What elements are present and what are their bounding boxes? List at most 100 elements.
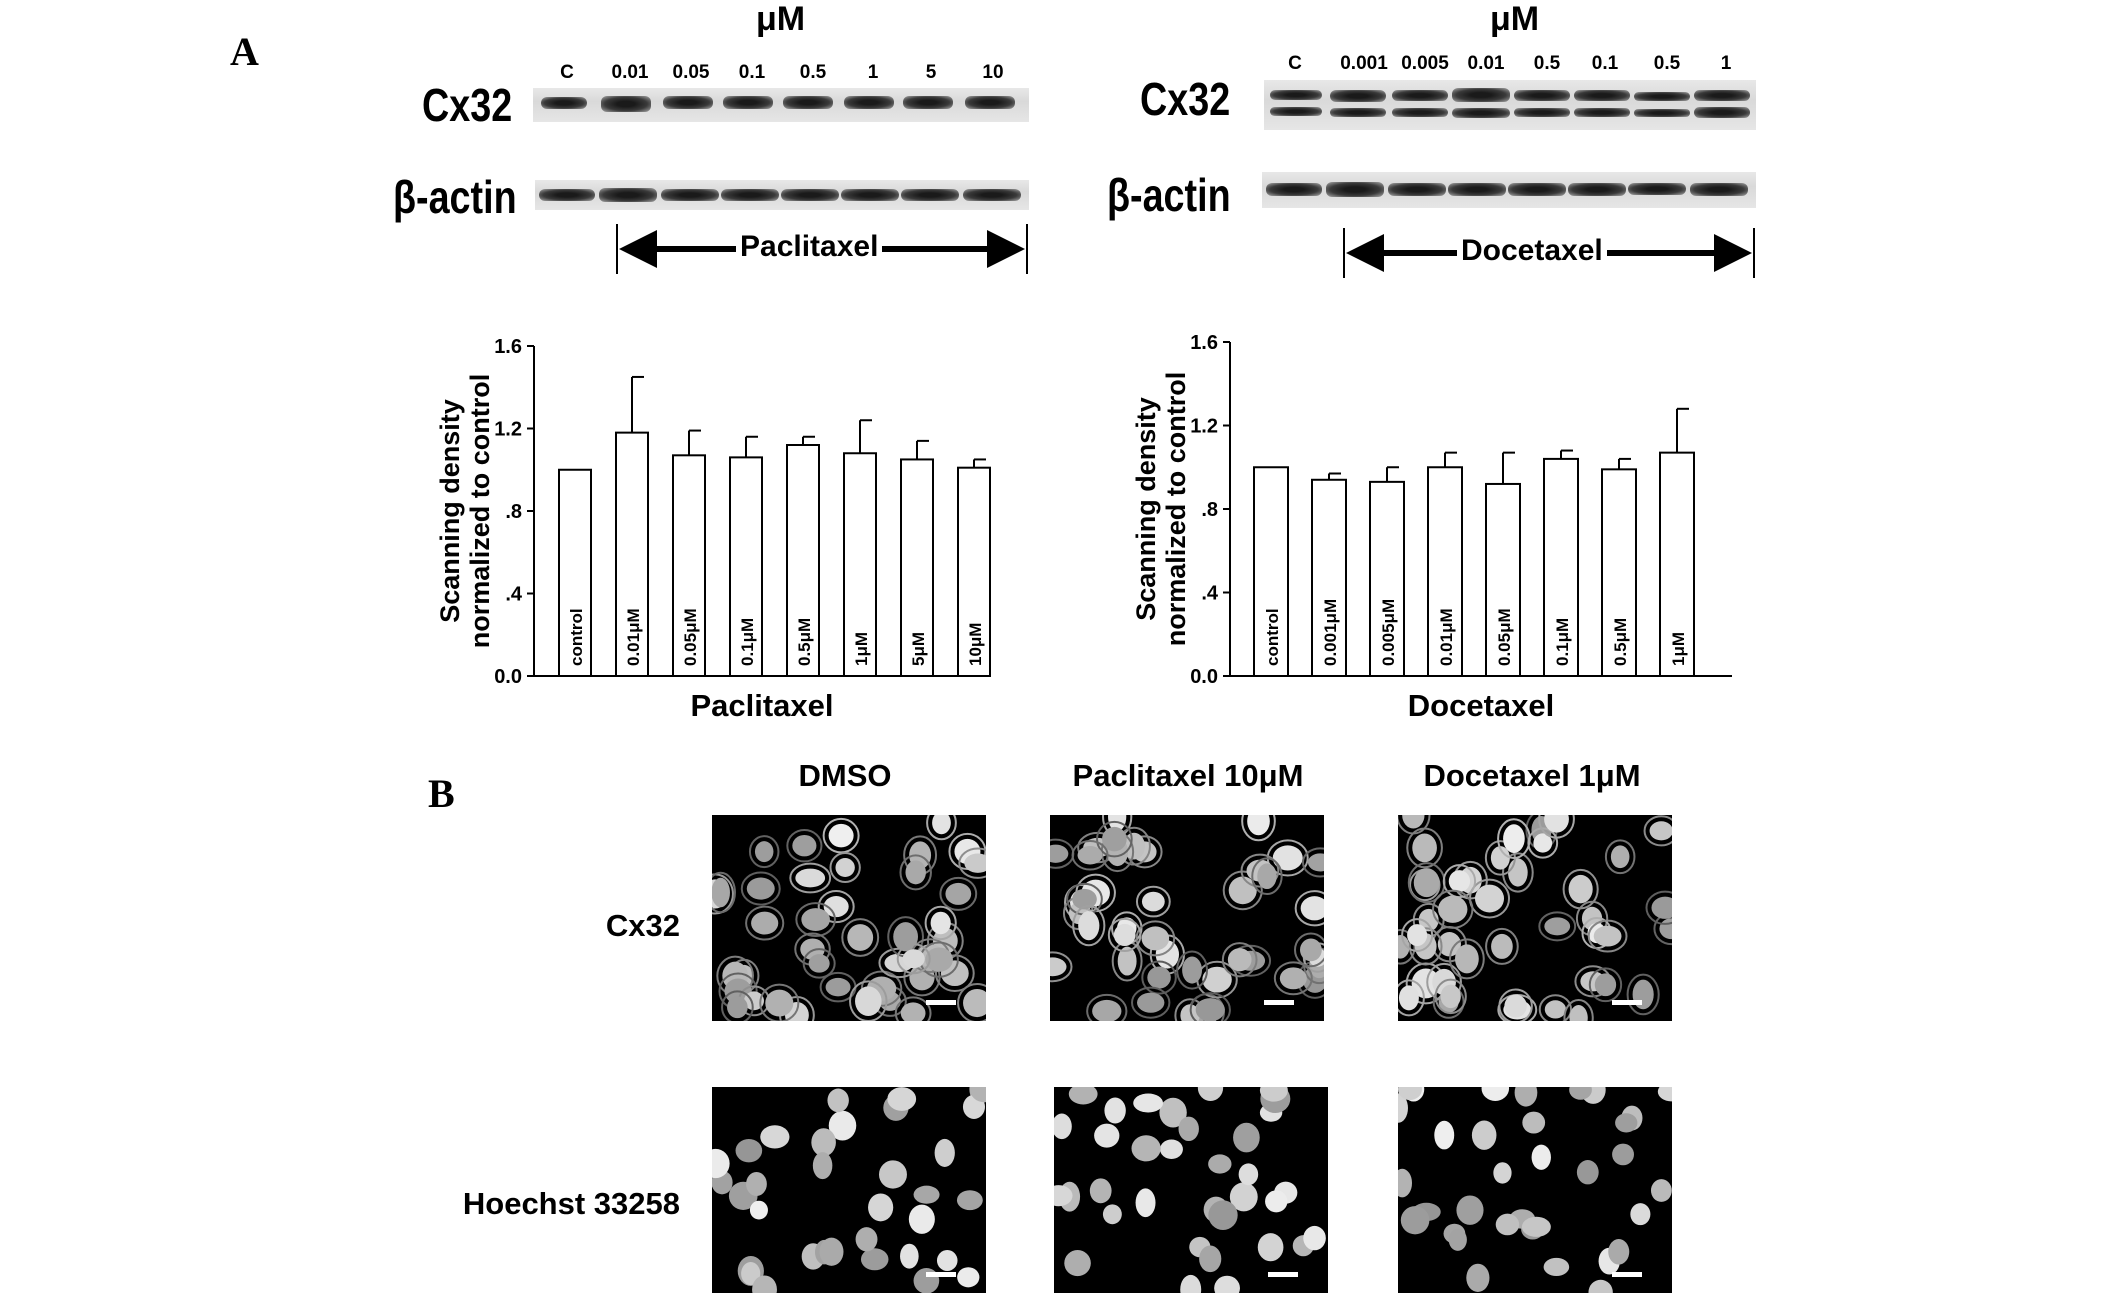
scale-bar — [926, 1272, 956, 1277]
bar — [1601, 468, 1637, 677]
cell-membrane — [1538, 815, 1575, 839]
nucleus — [855, 986, 882, 1017]
nucleus — [1508, 858, 1528, 887]
panel-b-letter: B — [428, 771, 455, 816]
nucleus — [1102, 1204, 1122, 1225]
nucleus — [1474, 884, 1505, 913]
nucleus — [1402, 815, 1425, 829]
docetaxel-arrow-label: Docetaxel — [1457, 234, 1607, 268]
nucleus — [828, 1110, 857, 1141]
nucleus — [878, 1160, 907, 1189]
nucleus — [825, 977, 851, 997]
concentration-label: 5 — [925, 62, 937, 83]
nucleus — [1303, 1225, 1326, 1251]
concentration-label: C — [1288, 53, 1302, 74]
bar-chart-paclitaxel: 0.0 .4 .8 1.2 1.6 Scanning density normalized … — [435, 336, 991, 723]
nucleus — [1438, 895, 1468, 923]
nucleus — [1448, 1228, 1467, 1251]
column-label-docetaxel: Docetaxel 1μM — [1423, 758, 1641, 793]
category-label: 0.1μM — [738, 618, 757, 666]
beta-actin-band-label: β-actin — [1107, 169, 1231, 221]
nucleus — [792, 834, 817, 857]
cell-membrane — [1587, 919, 1628, 953]
nucleus — [1227, 948, 1252, 972]
nucleus — [1307, 853, 1324, 872]
cx32-band-label: Cx32 — [1140, 73, 1231, 125]
cell-membrane — [1222, 870, 1263, 911]
nucleus — [1247, 815, 1270, 836]
cell-membrane — [939, 876, 978, 911]
cell-membrane — [1398, 929, 1416, 965]
nucleus — [1141, 926, 1170, 951]
nucleus — [1279, 967, 1307, 990]
scale-bar — [1612, 1272, 1642, 1277]
cell-membrane — [1434, 978, 1467, 1015]
cell-membrane — [1588, 967, 1623, 1003]
y-tick-label: .8 — [1201, 499, 1218, 521]
nucleus — [749, 1200, 768, 1220]
concentration-label: 10 — [982, 62, 1004, 83]
nucleus — [765, 989, 794, 1017]
cell-nuclei-image — [1054, 1087, 1326, 1293]
category-label: control — [567, 608, 586, 666]
cell-membrane — [1498, 988, 1533, 1021]
nucleus — [1543, 1257, 1570, 1277]
nucleus — [1544, 815, 1569, 833]
y-tick-label: 1.6 — [1190, 332, 1218, 354]
row-label-hoechst: Hoechst 33258 — [462, 1186, 680, 1221]
cell-membrane — [1221, 942, 1258, 978]
nucleus — [1514, 1087, 1538, 1107]
nucleus — [1456, 1195, 1484, 1225]
nucleus — [1588, 1279, 1613, 1293]
nucleus — [1182, 956, 1203, 984]
cell-membrane — [926, 815, 957, 841]
nucleus — [868, 1193, 894, 1222]
nucleus — [1233, 1122, 1260, 1153]
nucleus — [1300, 938, 1322, 962]
nucleus — [1448, 870, 1471, 893]
cell-membrane — [1131, 986, 1171, 1019]
micrograph-hoechst-paclitaxel — [1054, 1087, 1328, 1293]
nucleus — [936, 1250, 958, 1272]
category-label: 10μM — [966, 623, 985, 666]
bar — [1311, 478, 1347, 677]
nucleus — [1437, 932, 1461, 957]
cell-membrane — [1107, 917, 1142, 953]
cell-membrane — [759, 983, 800, 1021]
nucleus — [913, 1185, 940, 1204]
nucleus — [1178, 1116, 1199, 1142]
nucleus — [1202, 966, 1232, 993]
cell-membrane — [786, 828, 823, 863]
nucleus — [1398, 985, 1419, 1011]
micrograph-cx32-paclitaxel — [1050, 815, 1324, 1021]
cx32-blot-strip — [533, 88, 1029, 122]
nucleus — [1412, 833, 1437, 863]
y-tick-label: 1.6 — [494, 336, 522, 358]
concentration-label: 0.05 — [672, 62, 710, 83]
cx32-band-label: Cx32 — [422, 79, 513, 131]
nucleus — [1651, 896, 1672, 919]
cx32-blot-strip — [1264, 80, 1756, 130]
nucleus — [1078, 911, 1100, 941]
cell-membrane — [1273, 961, 1313, 996]
concentration-label: C — [560, 62, 574, 83]
concentration-label: 0.1 — [738, 62, 766, 83]
nucleus — [1471, 1120, 1497, 1150]
nucleus — [1131, 1135, 1161, 1162]
nucleus — [1400, 1206, 1430, 1235]
cell-membrane — [1135, 885, 1171, 918]
bar — [1659, 451, 1695, 677]
nucleus — [1050, 844, 1069, 863]
nucleus — [1610, 845, 1630, 869]
western-blot-docetaxel: μM C 0.001 0.005 0.01 0.5 0.1 0.5 1 Cx32… — [0, 0, 1800, 290]
cell-membrane — [1176, 950, 1209, 990]
micrograph-cx32-dmso — [712, 815, 986, 1021]
nucleus — [795, 868, 826, 888]
y-tick-label: .8 — [505, 501, 522, 523]
concentration-label: 0.005 — [1401, 53, 1449, 74]
nucleus — [887, 1087, 917, 1111]
nucleus — [1159, 1097, 1187, 1128]
cell-membrane — [1071, 840, 1109, 871]
nucleus — [1398, 1087, 1422, 1101]
nucleus — [1195, 998, 1225, 1021]
